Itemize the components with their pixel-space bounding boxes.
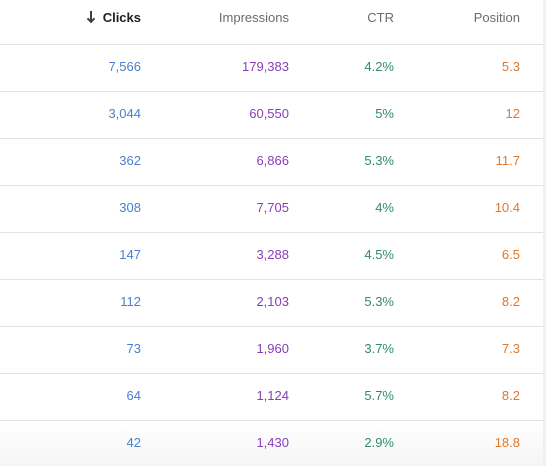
table-row[interactable]: 112 2,103 5.3% 8.2 [0, 280, 546, 327]
cell-ctr: 2.9% [364, 435, 394, 450]
cell-impressions: 2,103 [256, 294, 289, 309]
arrow-down-icon [86, 11, 96, 24]
cell-ctr: 5.3% [364, 294, 394, 309]
cell-ctr: 5.3% [364, 153, 394, 168]
header-clicks[interactable]: Clicks [86, 10, 141, 26]
table-body: 7,566 179,383 4.2% 5.3 3,044 60,550 5% 1… [0, 45, 546, 466]
cell-position: 10.4 [494, 200, 520, 215]
table-row[interactable]: 42 1,430 2.9% 18.8 [0, 421, 546, 466]
table-header: Clicks Impressions CTR Position [0, 0, 546, 45]
cell-position: 5.3 [501, 59, 520, 74]
cell-clicks: 7,566 [108, 59, 141, 74]
header-impressions[interactable]: Impressions [219, 10, 289, 26]
cell-impressions: 1,960 [256, 341, 289, 356]
header-clicks-label: Clicks [102, 10, 141, 25]
cell-clicks: 147 [119, 247, 141, 262]
table-row[interactable]: 147 3,288 4.5% 6.5 [0, 233, 546, 280]
table-row[interactable]: 308 7,705 4% 10.4 [0, 186, 546, 233]
cell-position: 7.3 [501, 341, 520, 356]
cell-position: 6.5 [501, 247, 520, 262]
cell-position: 8.2 [501, 294, 520, 309]
cell-clicks: 73 [126, 341, 141, 356]
header-position-label: Position [473, 10, 520, 25]
cell-impressions: 1,430 [256, 435, 289, 450]
cell-position: 11.7 [495, 153, 520, 168]
cell-clicks: 308 [119, 200, 141, 215]
cell-impressions: 7,705 [256, 200, 289, 215]
cell-impressions: 3,288 [256, 247, 289, 262]
header-ctr[interactable]: CTR [367, 10, 394, 26]
header-position[interactable]: Position [474, 10, 520, 26]
table-row[interactable]: 7,566 179,383 4.2% 5.3 [0, 45, 546, 92]
cell-ctr: 4.2% [364, 59, 394, 74]
cell-position: 18.8 [494, 435, 520, 450]
cell-ctr: 5% [375, 106, 394, 121]
cell-impressions: 1,124 [256, 388, 289, 403]
cell-position: 8.2 [501, 388, 520, 403]
cell-impressions: 60,550 [249, 106, 289, 121]
cell-ctr: 4% [375, 200, 394, 215]
cell-clicks: 112 [120, 294, 141, 309]
cell-clicks: 3,044 [108, 106, 141, 121]
cell-ctr: 4.5% [364, 247, 394, 262]
cell-ctr: 5.7% [364, 388, 394, 403]
table-row[interactable]: 73 1,960 3.7% 7.3 [0, 327, 546, 374]
table-row[interactable]: 64 1,124 5.7% 8.2 [0, 374, 546, 421]
table-row[interactable]: 362 6,866 5.3% 11.7 [0, 139, 546, 186]
header-impressions-label: Impressions [218, 10, 289, 25]
cell-impressions: 6,866 [256, 153, 289, 168]
cell-clicks: 64 [126, 388, 141, 403]
cell-clicks: 362 [119, 153, 141, 168]
cell-clicks: 42 [126, 435, 141, 450]
cell-impressions: 179,383 [242, 59, 289, 74]
cell-position: 12 [505, 106, 520, 121]
table-row[interactable]: 3,044 60,550 5% 12 [0, 92, 546, 139]
header-ctr-label: CTR [367, 10, 394, 25]
scroll-edge [543, 0, 546, 466]
cell-ctr: 3.7% [364, 341, 394, 356]
